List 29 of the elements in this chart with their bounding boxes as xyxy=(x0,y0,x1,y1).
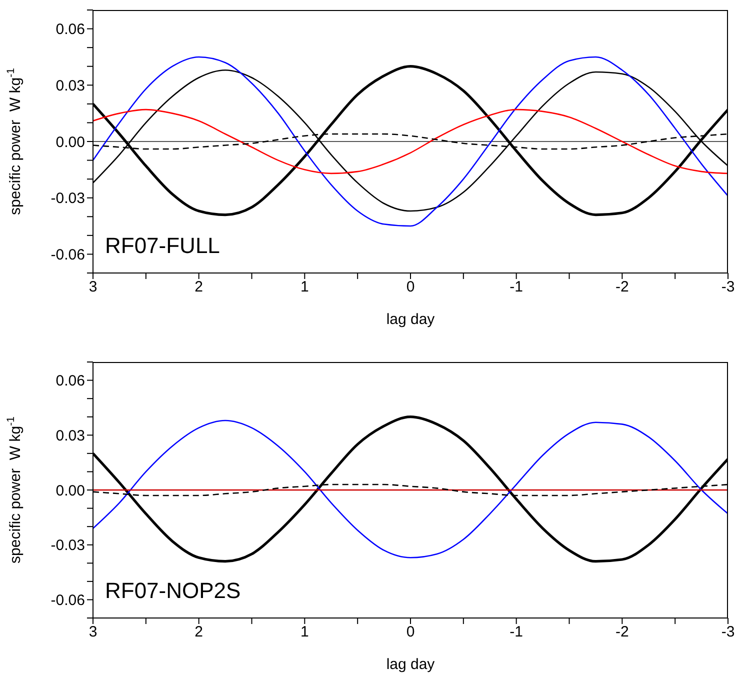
y-tick-label: 0.03 xyxy=(56,427,85,444)
x-tick-label: -3 xyxy=(721,278,735,296)
x-tick-label: 1 xyxy=(300,278,309,296)
y-tick-label: 0.06 xyxy=(56,21,85,38)
y-tick-label: 0.06 xyxy=(56,372,85,390)
x-tick-label: -1 xyxy=(510,624,524,641)
x-tick-label: 3 xyxy=(88,278,98,296)
annotation: RF07-NOP2S xyxy=(105,578,241,604)
x-tick-label: 2 xyxy=(194,278,204,296)
x-tick-label: 3 xyxy=(88,624,98,641)
y-tick-label: -0.06 xyxy=(50,592,85,610)
x-tick-label: 2 xyxy=(194,624,204,641)
x-tick-label: -1 xyxy=(510,278,524,296)
x-axis-title: lag day xyxy=(386,656,436,673)
y-tick-label: 0.00 xyxy=(56,134,85,151)
y-tick-label: -0.03 xyxy=(50,537,85,554)
line-series xyxy=(93,108,728,174)
x-tick-label: 0 xyxy=(406,624,415,641)
x-axis-title: lag day xyxy=(386,311,436,328)
x-tick-label: -3 xyxy=(721,624,735,641)
x-tick-label: 1 xyxy=(300,624,309,641)
y-tick-label: 0.03 xyxy=(56,77,85,94)
x-tick-label: -2 xyxy=(615,624,629,641)
x-tick-label: -2 xyxy=(615,278,629,296)
annotation: RF07-FULL xyxy=(105,233,220,259)
x-tick-label: 0 xyxy=(406,278,415,296)
y-tick-label: 0.00 xyxy=(56,482,85,500)
y-tick-label: -0.06 xyxy=(50,246,85,264)
y-tick-label: -0.03 xyxy=(50,190,85,208)
